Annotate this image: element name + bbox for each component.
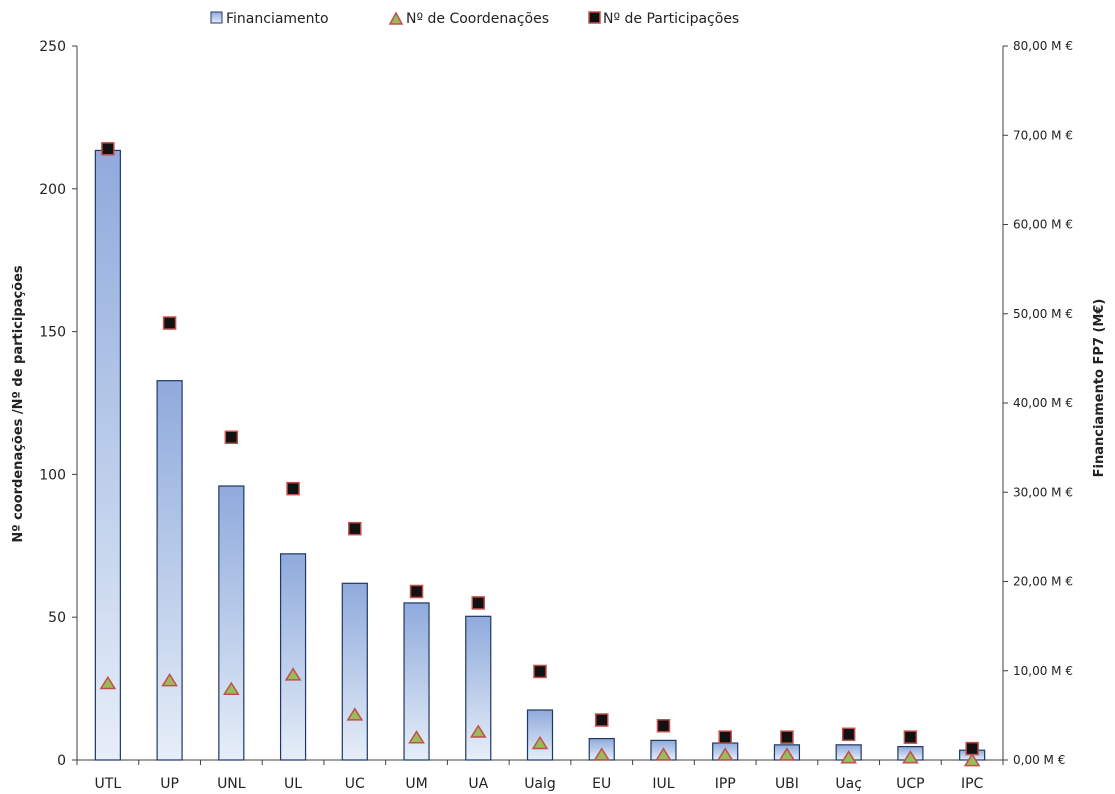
participacoes-marker: [718, 730, 732, 744]
coordenacoes-marker: [778, 747, 796, 761]
coordenacoes-marker: [716, 747, 734, 761]
coordenacoes-marker: [222, 681, 240, 695]
x-tick-label: IUL: [652, 776, 674, 792]
coordenacoes-marker: [284, 667, 302, 681]
participacoes-marker: [409, 584, 424, 599]
x-tick-label: UCP: [896, 776, 924, 792]
participacoes-marker: [965, 741, 979, 756]
x-tick-label: UBI: [775, 776, 799, 792]
x-tick-label: UA: [468, 776, 488, 792]
right-tick-label: 50,00 M €: [1013, 307, 1073, 321]
left-tick-label: 250: [39, 39, 66, 55]
financiamento-bars: [94, 149, 986, 761]
x-tick-label: IPC: [961, 776, 984, 792]
participacoes-marker: [224, 430, 239, 445]
financiamento-bar: [218, 485, 245, 761]
coordenacoes-marker: [902, 750, 919, 764]
right-tick-label: 40,00 M €: [1013, 396, 1073, 410]
right-tick-label: 30,00 M €: [1013, 485, 1073, 499]
legend-swatch-participacoes: [588, 11, 601, 24]
x-tick-label: UNL: [217, 776, 246, 792]
participacoes-marker: [656, 718, 671, 733]
coordenacoes-marker: [531, 735, 549, 750]
participacoes-marker: [903, 730, 918, 744]
legend-swatch-coordenacoes: [388, 11, 404, 25]
left-axis-ticks: 0 50 100 150 200 250: [39, 39, 77, 769]
coordenacoes-marker: [161, 673, 178, 687]
participacoes-marker: [286, 481, 300, 496]
legend: Financiamento Nº de Coordenações Nº de P…: [210, 11, 739, 27]
x-tick-label: Ualg: [524, 776, 556, 792]
right-tick-label: 60,00 M €: [1013, 218, 1073, 232]
x-tick-label: UP: [160, 776, 179, 792]
left-tick-label: 50: [48, 610, 66, 626]
participacoes-marker: [101, 142, 115, 156]
participacoes-marker: [471, 596, 486, 610]
x-tick-label: UM: [405, 776, 427, 792]
participacoes-marker: [533, 664, 547, 679]
x-tick-label: UTL: [95, 776, 122, 792]
legend-label-financiamento: Financiamento: [226, 11, 329, 27]
left-tick-label: 200: [39, 182, 66, 198]
right-tick-label: 80,00 M €: [1013, 39, 1073, 53]
coordenacoes-marker: [963, 752, 981, 767]
x-tick-label: UL: [284, 776, 302, 792]
coordenacoes-marker: [99, 675, 117, 690]
right-axis-title: Financiamento FP7 (M€): [1092, 299, 1107, 478]
participacoes-markers: [101, 142, 979, 756]
right-tick-label: 20,00 M €: [1013, 575, 1073, 589]
legend-label-participacoes: Nº de Participações: [603, 11, 739, 27]
coordenacoes-marker: [469, 724, 487, 738]
coordenacoes-marker: [593, 747, 611, 761]
coordenacoes-markers: [99, 667, 981, 767]
financiamento-bar: [279, 553, 307, 761]
financiamento-bar: [94, 149, 121, 761]
right-tick-label: 70,00 M €: [1013, 128, 1073, 142]
right-axis-ticks: 0,00 M € 10,00 M € 20,00 M € 30,00 M € 40,00…: [1003, 39, 1073, 767]
participacoes-marker: [348, 521, 362, 536]
financiamento-bar: [526, 709, 554, 761]
participacoes-marker: [594, 713, 609, 727]
coordenacoes-marker: [655, 747, 672, 761]
coordenacoes-marker: [346, 707, 364, 721]
x-tick-label: EU: [592, 776, 611, 792]
financiamento-bar: [403, 602, 430, 761]
x-tick-label: IPP: [715, 776, 736, 792]
participacoes-marker: [841, 727, 856, 742]
legend-label-coordenacoes: Nº de Coordenações: [406, 11, 549, 27]
left-tick-label: 0: [57, 753, 66, 769]
participacoes-marker: [162, 316, 177, 330]
financiamento-bar: [465, 615, 492, 761]
x-axis-tick-labels: UTL UP UNL UL UC UM UA Ualg EU IUL IPP UBI Uaç UCP IPC: [76, 760, 1004, 792]
financiamento-bar: [341, 582, 368, 761]
x-tick-label: Uaç: [835, 776, 862, 792]
right-tick-label: 10,00 M €: [1013, 664, 1073, 678]
x-tick-label: UC: [345, 776, 365, 792]
coordenacoes-marker: [840, 750, 858, 764]
legend-swatch-financiamento: [210, 11, 223, 24]
coordenacoes-marker: [408, 730, 425, 744]
left-tick-label: 150: [39, 325, 66, 341]
participacoes-marker: [780, 730, 794, 744]
left-tick-label: 100: [39, 467, 66, 483]
left-axis-title: Nº coordenações /Nº de participações: [11, 265, 26, 543]
right-tick-label: 0,00 M €: [1013, 753, 1065, 767]
financiamento-bar: [156, 380, 183, 761]
